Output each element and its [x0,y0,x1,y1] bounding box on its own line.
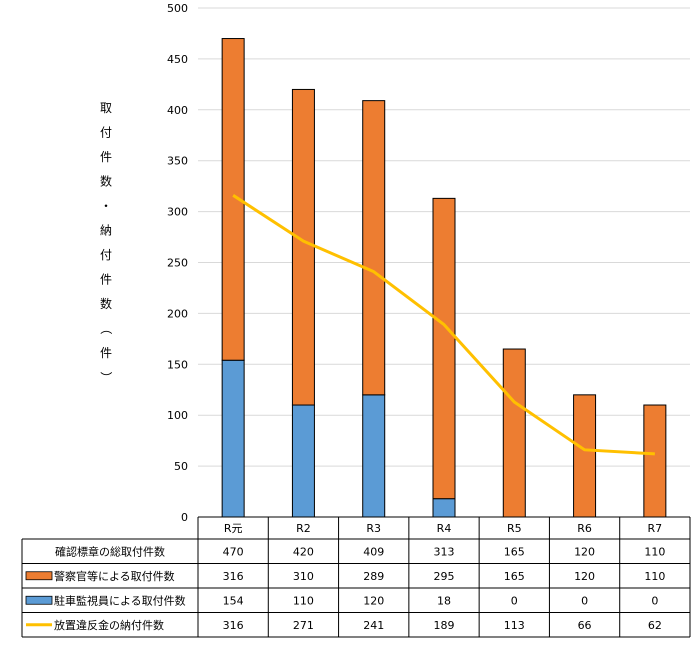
y-label-char: ・ [100,199,112,213]
row-label: 確認標章の総取付件数 [55,544,165,558]
bar-segment [432,197,456,500]
data-cell: 289 [363,570,384,583]
bars [221,38,667,518]
y-label-char: 納 [100,224,112,238]
y-tick-label: 0 [181,511,188,524]
y-label-char: 取 [100,101,112,115]
y-tick-label: 350 [167,155,188,168]
y-label-char: 件 [100,150,112,164]
data-cell: 0 [581,594,588,607]
category-label: R7 [648,522,663,535]
category-label: R3 [366,522,381,535]
row-label: 警察官等による取付件数 [54,569,175,583]
data-cell: 120 [363,594,384,607]
bar-segment [221,359,245,518]
bar-segment [362,100,386,396]
category-label: R4 [437,522,452,535]
data-cell: 316 [223,619,244,632]
y-tick-label: 150 [167,358,188,371]
data-cell: 189 [434,619,455,632]
y-axis-label: 取付件数・納付件数（件） [99,101,113,384]
data-cell: 120 [574,570,595,583]
y-label-char: （ [99,322,113,334]
data-cell: 66 [578,619,592,632]
line-series [232,194,655,456]
bar-segment [362,394,386,518]
data-cell: 241 [363,619,384,632]
y-tick-label: 450 [167,53,188,66]
data-cell: 113 [504,619,525,632]
category-label: R5 [507,522,522,535]
y-label-char: 付 [100,126,112,140]
y-axis-ticks: 0 50 100 150 200 250 300 350 400 450 500 [167,2,188,524]
data-table: R元 R2 R3 R4 R5 R6 R7 確認標章の総取付件数 470 420 409 313 165 1… [21,516,691,638]
data-cell: 62 [648,619,662,632]
y-label-char: 数 [100,296,112,311]
data-cell: 110 [644,545,665,558]
data-cell: 154 [223,594,244,607]
data-cell: 409 [363,545,384,558]
bar-segment [573,394,597,518]
data-cell: 420 [293,545,314,558]
legend-key-orange [25,571,53,581]
y-tick-label: 50 [174,460,188,473]
data-cell: 316 [223,570,244,583]
data-cell: 18 [437,594,451,607]
y-label-char: 付 [100,248,112,262]
y-label-char: 件 [100,346,112,360]
data-cell: 470 [223,545,244,558]
data-cell: 110 [644,570,665,583]
data-cell: 165 [504,570,525,583]
category-label: R2 [296,522,311,535]
data-cell: 0 [511,594,518,607]
bar-segment [221,38,245,361]
bar-segment [502,348,526,518]
data-cell: 120 [574,545,595,558]
y-tick-label: 100 [167,409,188,422]
data-cell: 310 [293,570,314,583]
y-label-char: ） [99,371,113,383]
y-tick-label: 300 [167,206,188,219]
data-cell: 0 [651,594,658,607]
row-label: 放置違反金の納付件数 [54,618,164,632]
category-label: R元 [224,522,243,535]
bar-segment [432,498,456,518]
bar-segment [291,404,315,518]
category-label: R6 [577,522,592,535]
data-cell: 110 [293,594,314,607]
data-cell: 271 [293,619,314,632]
y-tick-label: 200 [167,307,188,320]
bar-segment [291,88,315,406]
y-tick-label: 400 [167,104,188,117]
legend-key-blue [25,595,53,605]
bar-segment [643,404,667,518]
data-cell: 295 [434,570,455,583]
y-tick-label: 250 [167,257,188,270]
row-label: 駐車監視員による取付件数 [54,593,186,607]
y-tick-label: 500 [167,2,188,15]
data-cell: 313 [434,545,455,558]
y-label-char: 件 [100,273,112,287]
data-cell: 165 [504,545,525,558]
y-label-char: 数 [100,174,112,189]
